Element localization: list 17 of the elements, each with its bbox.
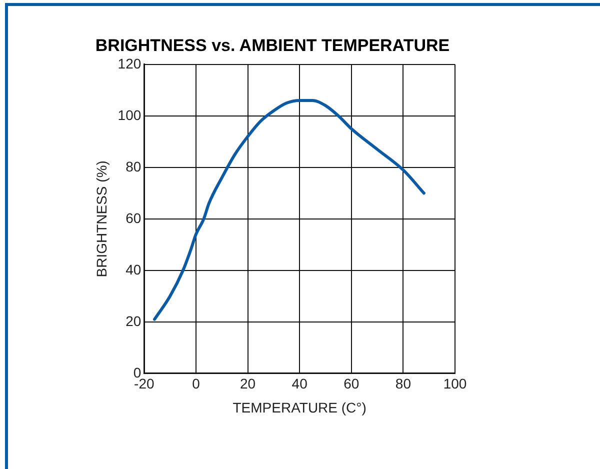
x-tick-label: 80 xyxy=(395,376,412,392)
line-series xyxy=(153,98,426,321)
y-tick-label: 120 xyxy=(118,55,142,72)
y-tick-label: 40 xyxy=(126,261,142,278)
x-tick-label: 20 xyxy=(240,376,256,392)
chart-title: BRIGHTNESS vs. AMBIENT TEMPERATURE xyxy=(95,36,450,55)
y-tick-label: 100 xyxy=(118,106,142,123)
y-axis-title: BRIGHTNESS (%) xyxy=(93,160,110,278)
y-tick-label: 60 xyxy=(126,210,142,226)
x-tick-label: 0 xyxy=(192,376,200,392)
x-tick-label: 40 xyxy=(292,376,308,392)
x-axis-title: TEMPERATURE (C°) xyxy=(232,399,366,416)
y-tick-label: 0 xyxy=(133,364,142,380)
y-tick-label: 20 xyxy=(126,312,142,329)
y-tick-label: 80 xyxy=(126,158,142,174)
x-tick-label: 100 xyxy=(443,376,467,392)
x-tick-label: 60 xyxy=(344,376,360,392)
